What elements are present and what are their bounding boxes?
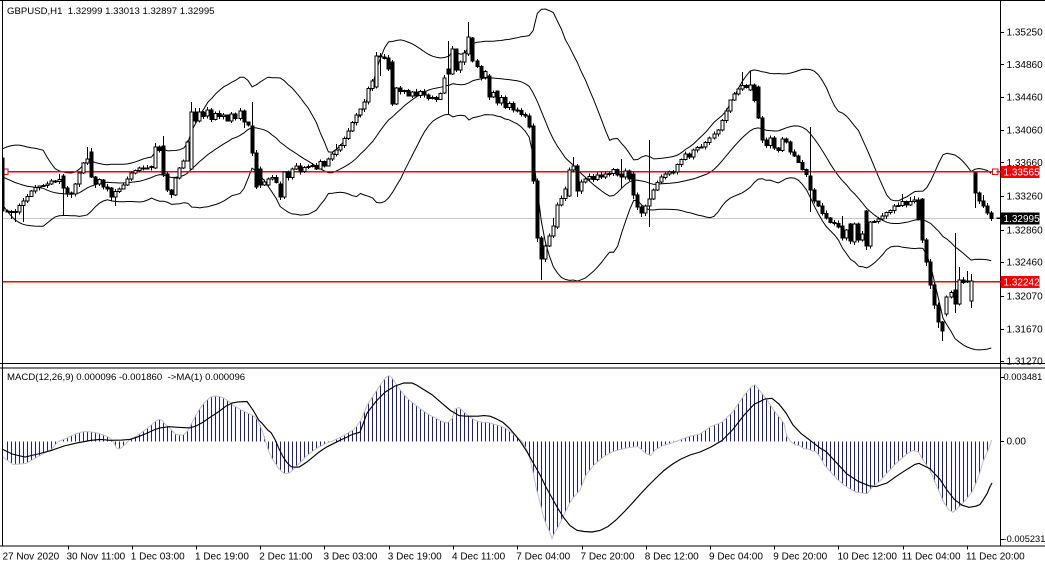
- svg-text:4 Dec 11:00: 4 Dec 11:00: [452, 552, 506, 563]
- svg-text:2 Dec 11:00: 2 Dec 11:00: [259, 552, 313, 563]
- svg-text:11 Dec 20:00: 11 Dec 20:00: [966, 552, 1025, 563]
- svg-text:0.00: 0.00: [1007, 437, 1027, 448]
- svg-text:1.32242: 1.32242: [1004, 277, 1041, 288]
- svg-text:7 Dec 20:00: 7 Dec 20:00: [581, 552, 635, 563]
- svg-text:1.31670: 1.31670: [1007, 325, 1044, 336]
- svg-text:1 Dec 03:00: 1 Dec 03:00: [131, 552, 185, 563]
- svg-text:GBPUSD,H1 1.32999 1.33013 1.3: GBPUSD,H1 1.32999 1.33013 1.32897 1.3299…: [7, 6, 215, 17]
- svg-text:1 Dec 19:00: 1 Dec 19:00: [195, 552, 249, 563]
- svg-text:1.34460: 1.34460: [1007, 93, 1044, 104]
- svg-text:1.35250: 1.35250: [1007, 28, 1044, 39]
- svg-text:1.32860: 1.32860: [1007, 225, 1044, 236]
- svg-text:7 Dec 04:00: 7 Dec 04:00: [516, 552, 570, 563]
- svg-text:27 Nov 2020: 27 Nov 2020: [3, 552, 60, 563]
- svg-text:1.32070: 1.32070: [1007, 292, 1044, 303]
- svg-text:3 Dec 03:00: 3 Dec 03:00: [324, 552, 378, 563]
- svg-text:1.31270: 1.31270: [1007, 357, 1044, 368]
- svg-text:1.33565: 1.33565: [1004, 167, 1041, 178]
- svg-text:30 Nov 11:00: 30 Nov 11:00: [67, 552, 126, 563]
- svg-text:1.33260: 1.33260: [1007, 192, 1044, 203]
- svg-text:3 Dec 19:00: 3 Dec 19:00: [388, 552, 442, 563]
- svg-text:1.32460: 1.32460: [1007, 258, 1044, 269]
- svg-text:9 Dec 20:00: 9 Dec 20:00: [773, 552, 827, 563]
- svg-text:10 Dec 12:00: 10 Dec 12:00: [838, 552, 898, 563]
- svg-text:1.34060: 1.34060: [1007, 125, 1044, 136]
- svg-text:9 Dec 04:00: 9 Dec 04:00: [709, 552, 763, 563]
- svg-text:1.32995: 1.32995: [1004, 214, 1041, 225]
- svg-text:1.34860: 1.34860: [1007, 60, 1044, 71]
- svg-text:8 Dec 12:00: 8 Dec 12:00: [645, 552, 699, 563]
- svg-text:-0.005231: -0.005231: [1004, 534, 1045, 544]
- svg-text:11 Dec 04:00: 11 Dec 04:00: [902, 552, 961, 563]
- svg-text:0.003481: 0.003481: [1004, 372, 1043, 382]
- svg-text:1.33660: 1.33660: [1007, 158, 1044, 169]
- svg-text:MACD(12,26,9) 0.000096 -0.0018: MACD(12,26,9) 0.000096 -0.001860 ->MA(1)…: [7, 372, 245, 383]
